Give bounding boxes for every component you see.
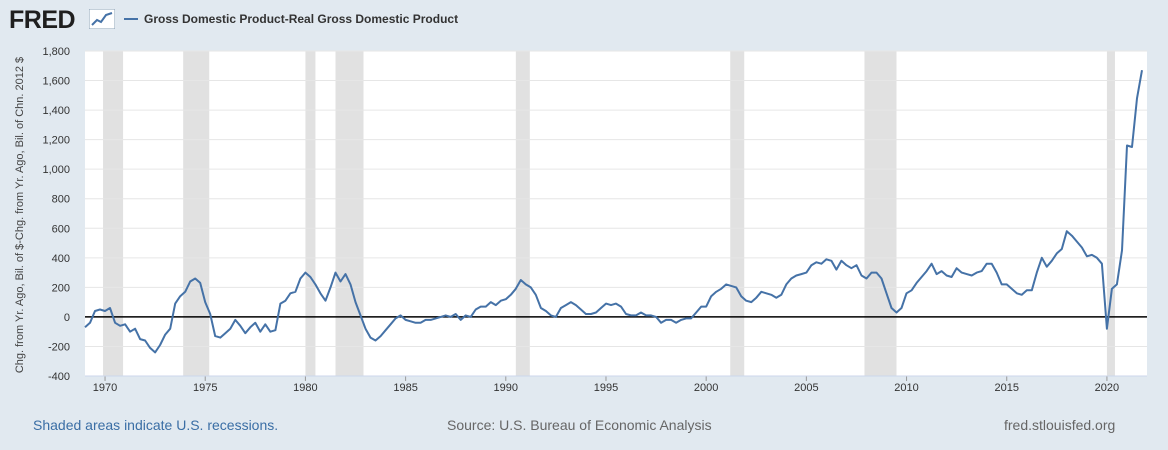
y-tick-label: -400 xyxy=(48,371,70,383)
site-link[interactable]: fred.stlouisfed.org xyxy=(1004,417,1116,433)
y-axis-title: Chg. from Yr. Ago, Bil. of $-Chg. from Y… xyxy=(14,56,26,374)
y-tick-label: 1,200 xyxy=(42,135,70,147)
x-tick-label: 2020 xyxy=(1095,382,1119,394)
x-tick-label: 1995 xyxy=(594,382,618,394)
y-tick-label: 0 xyxy=(64,312,70,324)
recession-band xyxy=(305,51,316,376)
legend-swatch xyxy=(124,18,138,20)
chart-header: FRED Gross Domestic Product-Real Gross D… xyxy=(0,0,1168,40)
x-tick-label: 1985 xyxy=(393,382,417,394)
x-tick-label: 1970 xyxy=(93,382,117,394)
recession-band xyxy=(515,51,530,376)
y-tick-label: 1,600 xyxy=(42,76,70,88)
x-tick-label: 1975 xyxy=(193,382,217,394)
x-tick-label: 2015 xyxy=(994,382,1018,394)
recession-band xyxy=(103,51,124,376)
y-tick-label: -200 xyxy=(48,341,70,353)
recession-band xyxy=(335,51,364,376)
recessions-note[interactable]: Shaded areas indicate U.S. recessions. xyxy=(33,417,279,433)
y-tick-label: 400 xyxy=(52,253,70,265)
y-tick-label: 800 xyxy=(52,194,70,206)
x-tick-label: 2005 xyxy=(794,382,818,394)
legend: Gross Domestic Product-Real Gross Domest… xyxy=(124,12,458,26)
x-tick-label: 1990 xyxy=(494,382,518,394)
legend-label[interactable]: Gross Domestic Product-Real Gross Domest… xyxy=(144,12,459,26)
recession-band xyxy=(183,51,210,376)
y-tick-label: 1,400 xyxy=(42,105,70,117)
y-tick-label: 200 xyxy=(52,282,70,294)
plot-background xyxy=(85,51,1147,376)
y-tick-label: 600 xyxy=(52,223,70,235)
y-tick-label: 1,000 xyxy=(42,164,70,176)
x-tick-label: 2010 xyxy=(894,382,918,394)
recession-band xyxy=(1106,51,1115,376)
plot-area: -400 -200 0 200 400 600 800 1,000 1,200 1,400 1,60… xyxy=(42,46,1147,394)
recession-band xyxy=(864,51,897,376)
y-tick-label: 1,800 xyxy=(42,46,70,58)
source-text[interactable]: Source: U.S. Bureau of Economic Analysis xyxy=(447,417,712,433)
x-tick-label: 1980 xyxy=(293,382,317,394)
x-tick-label: 2000 xyxy=(694,382,718,394)
fred-logo[interactable]: FRED xyxy=(9,6,76,34)
series-line xyxy=(84,70,1143,354)
recession-band xyxy=(730,51,745,376)
fred-logo-graph-icon xyxy=(89,9,115,29)
